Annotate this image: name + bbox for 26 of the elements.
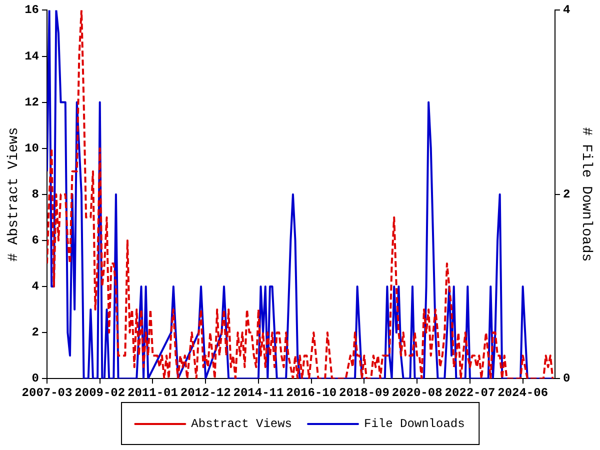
x-tick-label: 2022-07 <box>444 386 496 400</box>
x-tick-label: 2020-08 <box>392 386 442 400</box>
x-tick-label: 2011-01 <box>128 386 178 400</box>
y2-axis-title: # File Downloads <box>578 127 594 262</box>
x-tick-label: 2024-06 <box>498 386 548 400</box>
y-tick-label: 14 <box>24 49 39 64</box>
x-tick-label: 2014-11 <box>233 386 284 400</box>
y-tick-label: 2 <box>32 326 39 340</box>
y-tick-label: 8 <box>32 187 39 202</box>
y-tick-label: 16 <box>24 3 39 18</box>
y-tick-label: 10 <box>24 141 39 156</box>
y-axis-title: # Abstract Views <box>6 127 22 262</box>
legend-label: File Downloads <box>364 417 465 432</box>
y-tick-label: 12 <box>24 95 39 110</box>
legend-label: Abstract Views <box>191 417 292 432</box>
x-tick-label: 2016-10 <box>286 386 337 400</box>
x-tick-label: 2007-03 <box>22 386 72 400</box>
x-tick-label: 2009-02 <box>74 386 126 400</box>
x-tick-label: 2012-12 <box>180 386 231 400</box>
y-tick-label: 0 <box>32 372 39 386</box>
x-tick-label: 2018-09 <box>339 386 390 400</box>
y-tick-label: 4 <box>32 280 39 294</box>
y2-tick-label: 2 <box>563 187 570 202</box>
y2-tick-label: 4 <box>563 3 570 18</box>
y-tick-label: 6 <box>32 233 39 248</box>
y2-tick-label: 0 <box>563 372 570 386</box>
